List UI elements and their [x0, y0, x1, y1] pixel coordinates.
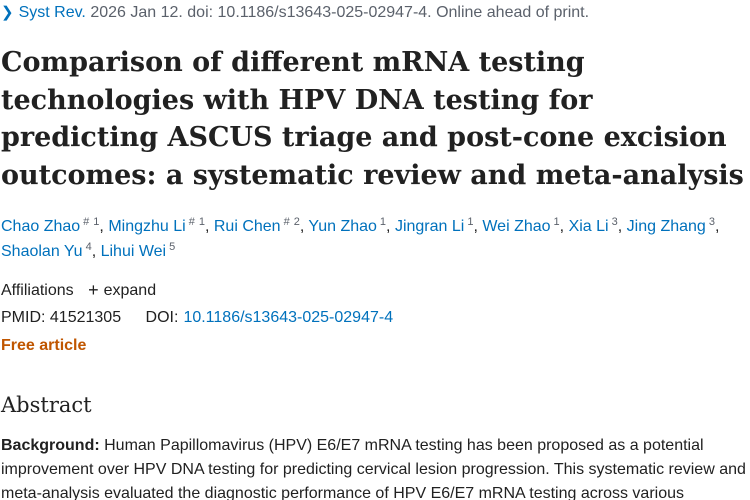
author-separator: , [204, 218, 210, 235]
expand-label: expand [103, 282, 157, 299]
background-label: Background: [1, 437, 100, 454]
doi-label: DOI: [145, 309, 179, 326]
background-text: Human Papillomavirus (HPV) E6/E7 mRNA te… [1, 437, 746, 500]
author-link[interactable]: Xia Li [568, 218, 609, 235]
author-affiliation-marker[interactable]: 4 [86, 241, 92, 253]
affiliation-number: 1 [467, 216, 474, 228]
author-separator: , [714, 218, 720, 235]
affiliation-number: 4 [85, 241, 92, 253]
equal-contribution-marker: # [283, 216, 290, 228]
equal-contribution-marker: # [83, 216, 90, 228]
author-link[interactable]: Wei Zhao [482, 218, 551, 235]
abstract-heading: Abstract [1, 393, 92, 417]
author-separator: , [299, 218, 305, 235]
affiliation-number: 1 [379, 216, 387, 228]
plus-icon: + [88, 280, 99, 300]
free-article-badge: Free article [1, 337, 87, 354]
affiliations-expand-button[interactable]: + expand [88, 280, 157, 300]
author-separator: , [617, 218, 623, 235]
author-affiliation-marker[interactable]: #2 [284, 216, 300, 228]
affiliation-number: 1 [553, 216, 560, 228]
author-separator: , [91, 243, 97, 260]
author-affiliation-marker[interactable]: 1 [554, 216, 560, 228]
author-link[interactable]: Rui Chen [213, 218, 281, 235]
author-separator: , [559, 218, 565, 235]
affiliation-number: 5 [169, 241, 176, 253]
affiliation-number: 3 [611, 216, 618, 228]
author-link[interactable]: Mingzhu Li [108, 218, 186, 235]
pmid-label: PMID: [1, 309, 46, 326]
author-link[interactable]: Jing Zhang [626, 218, 706, 235]
author-affiliation-marker[interactable]: 1 [380, 216, 386, 228]
affiliation-number: 1 [198, 216, 205, 228]
abstract-background: Background: Human Papillomavirus (HPV) E… [1, 434, 746, 500]
affiliations-label: Affiliations [1, 282, 74, 299]
doi-link[interactable]: 10.1186/s13643-025-02947-4 [183, 309, 394, 326]
author-affiliation-marker[interactable]: 3 [709, 216, 715, 228]
author-affiliation-marker[interactable]: 5 [169, 241, 175, 253]
author-link[interactable]: Chao Zhao [1, 218, 81, 235]
author-separator: , [386, 218, 391, 235]
identifiers-row: PMID: 41521305 DOI: 10.1186/s13643-025-02… [1, 309, 393, 327]
affiliation-number: 1 [93, 216, 100, 228]
journal-link[interactable]: Syst Rev. [18, 4, 86, 21]
affiliation-number: 2 [293, 216, 300, 228]
article-title: Comparison of different mRNA testing tec… [1, 47, 744, 191]
equal-contribution-marker: # [188, 216, 195, 228]
author-affiliation-marker[interactable]: #1 [83, 216, 99, 228]
chevron-right-icon[interactable]: ❯ [1, 4, 14, 21]
author-list: Chao Zhao #1, Mingzhu Li #1, Rui Chen #2, Y… [1, 214, 746, 264]
author-affiliation-marker[interactable]: 1 [467, 216, 473, 228]
affiliations-row: Affiliations + expand [1, 280, 156, 301]
author-separator: , [473, 218, 478, 235]
author-link[interactable]: Yun Zhao [308, 218, 377, 235]
author-link[interactable]: Shaolan Yu [1, 243, 83, 260]
author-affiliation-marker[interactable]: 3 [612, 216, 618, 228]
citation-line: ❯ Syst Rev. 2026 Jan 12. doi: 10.1186/s13… [1, 3, 589, 22]
author-affiliation-marker[interactable]: #1 [189, 216, 205, 228]
pmid-value: 41521305 [49, 309, 122, 326]
author-link[interactable]: Jingran Li [394, 218, 465, 235]
affiliation-number: 3 [708, 216, 715, 228]
citation-details: 2026 Jan 12. doi: 10.1186/s13643-025-029… [90, 4, 590, 21]
author-separator: , [99, 218, 104, 235]
author-link[interactable]: Lihui Wei [100, 243, 167, 260]
